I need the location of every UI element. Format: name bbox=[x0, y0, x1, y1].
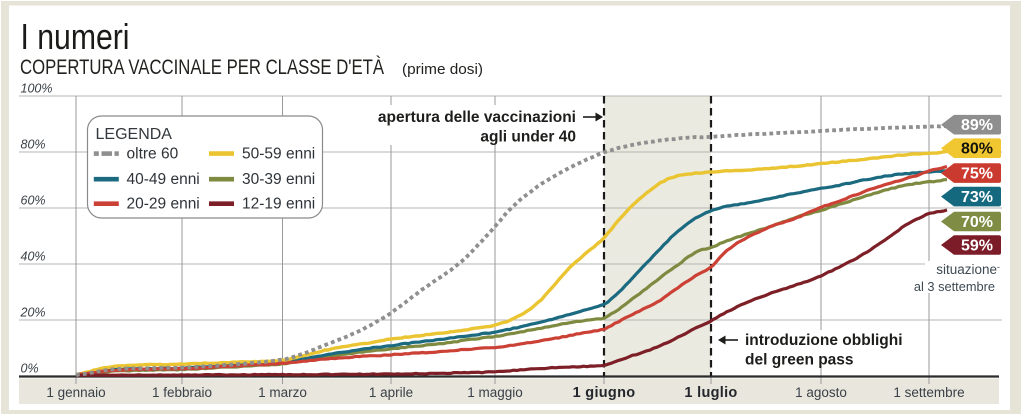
svg-text:situazione-: situazione- bbox=[936, 262, 1000, 277]
svg-text:40-49 enni: 40-49 enni bbox=[127, 171, 200, 188]
svg-text:80%: 80% bbox=[21, 138, 46, 152]
svg-text:50-59 enni: 50-59 enni bbox=[242, 146, 315, 163]
svg-text:I numeri: I numeri bbox=[21, 16, 130, 57]
svg-text:1 agosto: 1 agosto bbox=[795, 385, 847, 400]
svg-text:40%: 40% bbox=[21, 250, 46, 264]
svg-text:75%: 75% bbox=[961, 166, 993, 183]
svg-text:12-19 enni: 12-19 enni bbox=[242, 196, 315, 213]
svg-text:30-39 enni: 30-39 enni bbox=[242, 171, 315, 188]
svg-text:(prime dosi): (prime dosi) bbox=[402, 61, 483, 78]
svg-text:73%: 73% bbox=[961, 189, 993, 206]
svg-text:1 marzo: 1 marzo bbox=[258, 385, 307, 400]
svg-text:1 settembre: 1 settembre bbox=[893, 385, 964, 400]
svg-text:1 maggio: 1 maggio bbox=[467, 385, 523, 400]
svg-text:del green pass: del green pass bbox=[745, 352, 854, 369]
svg-text:oltre 60: oltre 60 bbox=[127, 146, 179, 163]
svg-text:COPERTURA VACCINALE PER CLASSE: COPERTURA VACCINALE PER CLASSE D'ETÀ bbox=[20, 54, 385, 79]
svg-text:70%: 70% bbox=[961, 214, 993, 231]
svg-text:20-29 enni: 20-29 enni bbox=[127, 196, 200, 213]
svg-text:60%: 60% bbox=[21, 194, 46, 208]
svg-text:0%: 0% bbox=[21, 362, 39, 376]
svg-text:1 febbraio: 1 febbraio bbox=[152, 385, 212, 400]
svg-text:introduzione obblighi: introduzione obblighi bbox=[745, 332, 903, 349]
svg-text:LEGENDA: LEGENDA bbox=[96, 126, 173, 143]
svg-text:apertura delle vaccinazioni: apertura delle vaccinazioni bbox=[378, 109, 576, 126]
svg-text:1 giugno: 1 giugno bbox=[573, 385, 636, 401]
svg-text:20%: 20% bbox=[20, 306, 46, 320]
svg-text:al 3 settembre: al 3 settembre bbox=[914, 279, 995, 294]
svg-text:1 gennaio: 1 gennaio bbox=[46, 385, 105, 400]
svg-text:59%: 59% bbox=[961, 238, 993, 255]
svg-text:1 aprile: 1 aprile bbox=[369, 385, 413, 400]
svg-text:80%: 80% bbox=[961, 141, 993, 158]
svg-text:agli under 40: agli under 40 bbox=[480, 129, 576, 146]
svg-text:100%: 100% bbox=[21, 82, 53, 96]
svg-text:1 luglio: 1 luglio bbox=[684, 385, 737, 401]
svg-text:89%: 89% bbox=[961, 117, 993, 134]
